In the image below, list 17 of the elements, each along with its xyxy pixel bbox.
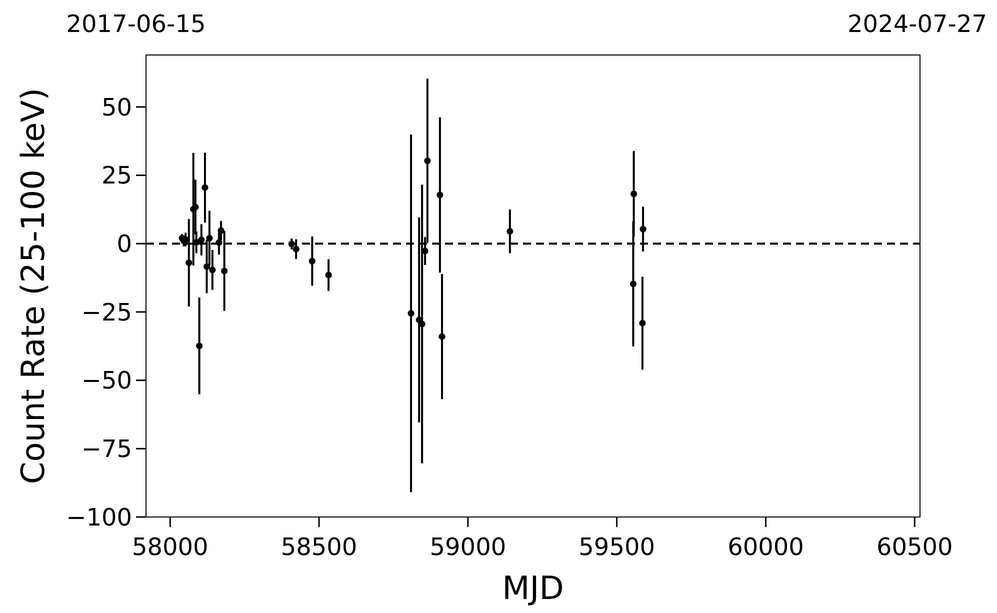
y-axis-title: Count Rate (25-100 keV) xyxy=(14,88,52,484)
text: 2024-07-27 xyxy=(848,10,987,38)
y-tick-label: −100 xyxy=(66,503,132,532)
y-tick-label: −25 xyxy=(81,298,132,326)
x-tick-label: 58500 xyxy=(280,533,358,561)
x-axis-title: MJD xyxy=(502,569,564,607)
x-tick-label: 60500 xyxy=(876,533,953,561)
y-tick-label: 25 xyxy=(101,162,132,190)
y-tick-label: −75 xyxy=(81,435,132,464)
x-tick-label: 59000 xyxy=(430,533,506,561)
x-tick-label: 58000 xyxy=(132,533,208,561)
x-tick-label: 59500 xyxy=(578,533,656,561)
y-tick-label: 50 xyxy=(101,93,132,122)
y-tick-label: 0 xyxy=(116,230,132,258)
x-tick-label: 60000 xyxy=(728,533,804,561)
text: 2017-06-15 xyxy=(66,10,206,38)
y-tick-label: −50 xyxy=(81,366,132,395)
